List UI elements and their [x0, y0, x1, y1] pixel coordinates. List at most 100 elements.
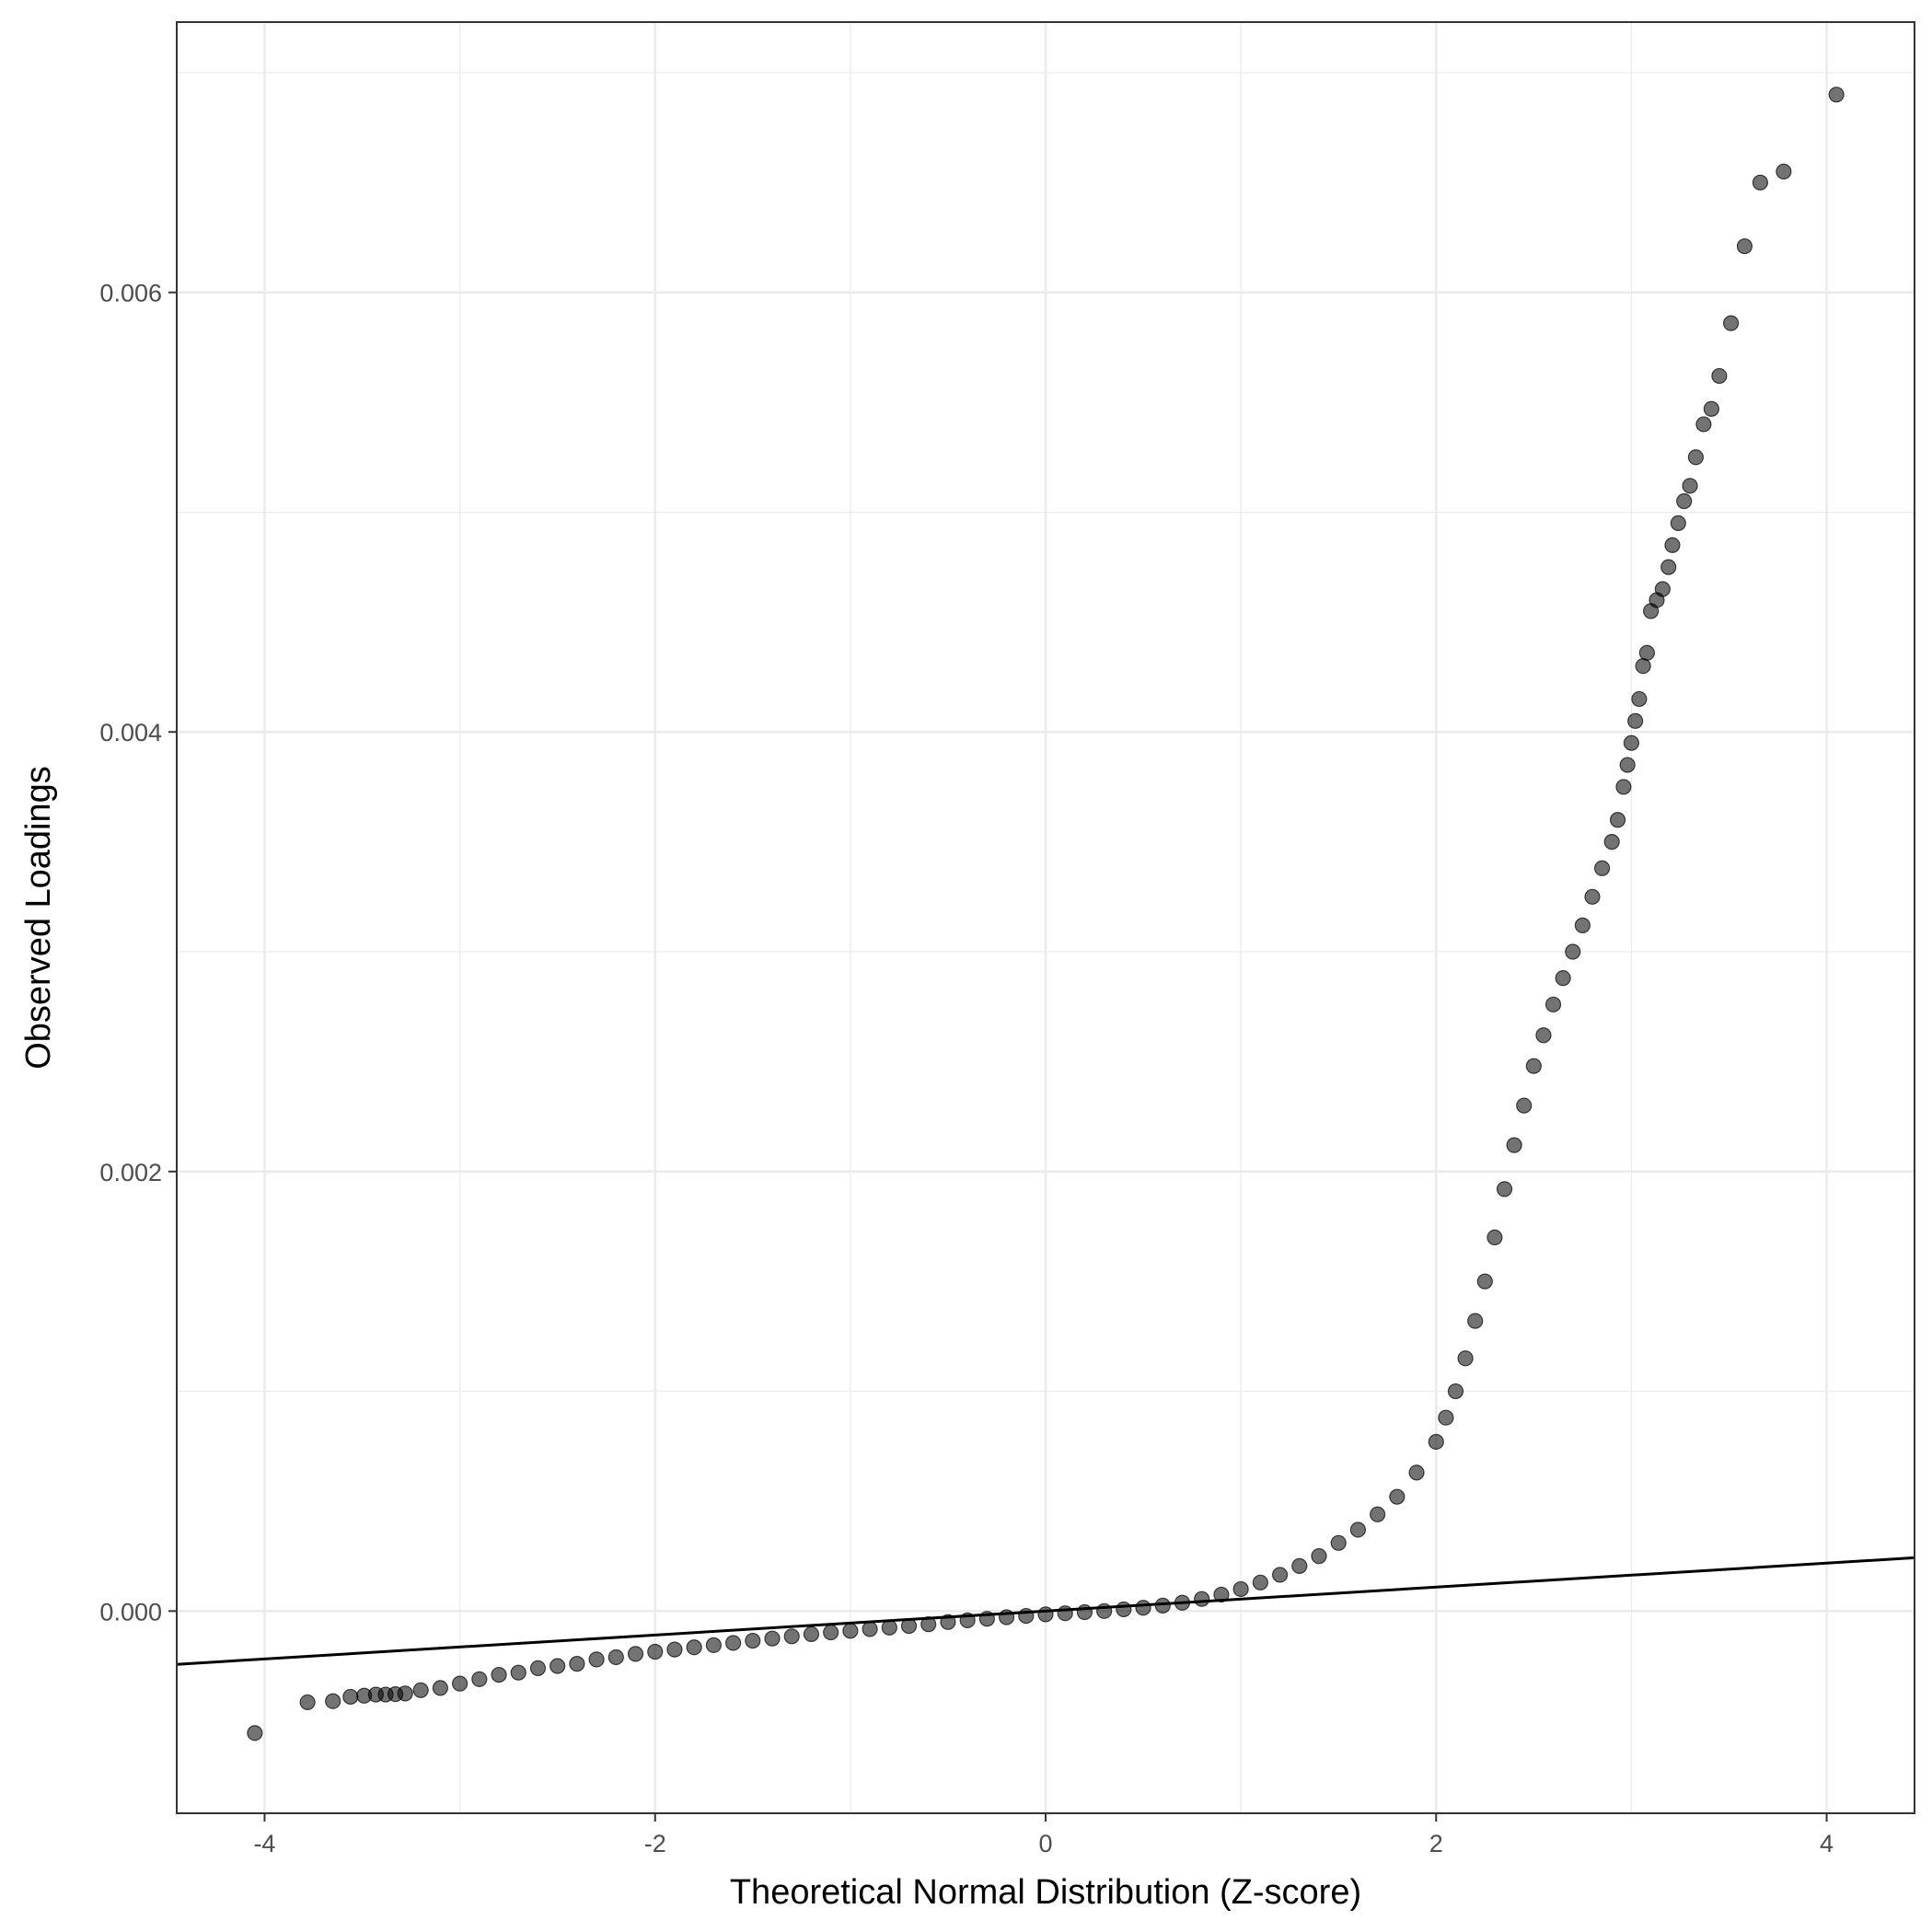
reference-line: [176, 1556, 1915, 1666]
data-point: [647, 1643, 664, 1660]
data-point: [1603, 834, 1620, 850]
data-point: [1291, 1557, 1308, 1574]
data-point: [1135, 1600, 1151, 1616]
data-point: [1194, 1591, 1210, 1607]
data-point: [342, 1688, 359, 1706]
data-point: [1776, 163, 1792, 179]
data-point: [666, 1641, 683, 1658]
data-point: [529, 1660, 547, 1677]
data-point: [842, 1623, 859, 1639]
data-point: [607, 1649, 624, 1666]
data-point: [510, 1664, 526, 1681]
data-point: [1252, 1574, 1268, 1591]
data-point: [569, 1656, 585, 1672]
data-point: [1447, 1382, 1464, 1400]
data-point: [1593, 860, 1611, 876]
data-point: [862, 1621, 878, 1637]
x-tick-label: -4: [253, 1830, 275, 1857]
data-point: [1676, 492, 1693, 510]
data-point: [1311, 1548, 1327, 1565]
data-point: [1467, 1313, 1484, 1329]
data-point: [1408, 1464, 1425, 1481]
data-point: [783, 1628, 800, 1645]
y-axis: 0.000 0.002 0.004 0.006: [99, 280, 177, 1625]
data-point: [397, 1685, 413, 1702]
data-point: [1428, 1433, 1444, 1451]
data-point: [1232, 1580, 1249, 1598]
data-point: [1664, 537, 1681, 553]
data-point: [1565, 943, 1581, 960]
data-point: [1525, 1058, 1542, 1074]
data-point: [1635, 657, 1651, 675]
data-point: [764, 1630, 781, 1647]
data-point: [1389, 1488, 1406, 1505]
x-tick-label: 4: [1820, 1830, 1834, 1857]
data-point: [452, 1675, 469, 1692]
data-point: [1631, 690, 1648, 708]
data-point: [823, 1624, 839, 1641]
data-point: [550, 1658, 566, 1674]
data-point: [1116, 1601, 1132, 1618]
data-point: [881, 1619, 897, 1636]
data-point: [1574, 917, 1591, 933]
data-point: [724, 1635, 742, 1651]
data-point: [1670, 515, 1686, 532]
data-point: [1623, 735, 1640, 751]
data-point: [299, 1694, 316, 1711]
data-point: [1654, 581, 1671, 597]
y-tick-label: 0.006: [99, 280, 162, 307]
data-point: [1506, 1137, 1522, 1153]
data-point: [1370, 1506, 1386, 1522]
x-axis: -4 -2 0 2 4: [253, 1813, 1834, 1857]
data-point: [686, 1639, 702, 1656]
data-point: [1687, 449, 1705, 466]
data-point: [1695, 416, 1712, 433]
data-point: [1660, 559, 1677, 575]
data-point: [1555, 970, 1571, 987]
y-tick-label: 0.002: [99, 1159, 162, 1186]
data-point: [1535, 1027, 1552, 1044]
x-tick-label: 2: [1429, 1830, 1443, 1857]
data-point: [705, 1637, 722, 1653]
data-point: [1037, 1606, 1054, 1623]
data-point: [1627, 712, 1644, 729]
y-tick-label: 0.004: [99, 719, 162, 746]
data-point: [1487, 1229, 1503, 1246]
y-tick-label: 0.000: [99, 1598, 162, 1625]
data-point: [1349, 1521, 1367, 1538]
data-point: [1457, 1350, 1474, 1367]
data-point: [803, 1625, 820, 1643]
data-point: [1496, 1181, 1513, 1197]
data-point: [745, 1632, 761, 1649]
data-point: [1544, 996, 1562, 1012]
data-point: [1828, 87, 1845, 103]
data-point: [1330, 1534, 1347, 1551]
y-axis-title: Observed Loadings: [19, 766, 58, 1070]
data-point: [1516, 1097, 1533, 1114]
data-point: [1609, 812, 1626, 828]
data-point: [325, 1693, 341, 1709]
data-point: [1438, 1409, 1454, 1426]
data-point: [1619, 757, 1636, 773]
data-point: [432, 1680, 448, 1696]
data-point: [588, 1651, 605, 1668]
data-point: [1722, 315, 1740, 331]
data-point: [1682, 478, 1698, 494]
data-point: [247, 1725, 263, 1741]
data-point: [1057, 1605, 1073, 1622]
data-point: [1703, 400, 1719, 417]
reference-line-group: [176, 1556, 1915, 1666]
data-point: [1271, 1567, 1289, 1583]
data-point: [627, 1646, 644, 1662]
data-point: [1584, 888, 1601, 905]
x-tick-label: -2: [644, 1830, 666, 1857]
data-point: [1638, 644, 1655, 661]
data-point: [1615, 779, 1632, 795]
x-tick-label: 0: [1038, 1830, 1052, 1857]
data-point: [412, 1682, 429, 1698]
data-point: [491, 1666, 507, 1683]
data-point: [1736, 237, 1753, 255]
data-point: [471, 1671, 488, 1687]
